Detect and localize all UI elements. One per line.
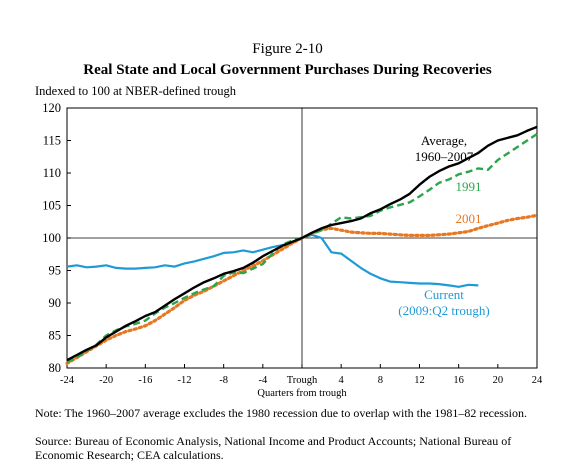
y-tick-label: 85: [49, 329, 62, 343]
series-line-1991: [66, 132, 538, 364]
y-tick-label: 95: [49, 264, 62, 278]
x-tick-label: -20: [99, 375, 113, 386]
line-chart: 80 85 90 95 100 105 110 115 120 -24 -20 -16 -12 -8 -4 T…: [42, 101, 543, 399]
series-label: 1991: [455, 179, 481, 194]
series-line-current: [66, 233, 479, 288]
x-tick-label: 16: [453, 375, 464, 386]
y-tick-label: 90: [49, 296, 62, 310]
y-tick-label: 110: [43, 166, 61, 180]
series-label: 2001: [455, 211, 481, 226]
x-tick-label: 4: [339, 375, 345, 386]
chart-source: Source: Bureau of Economic Analysis, Nat…: [35, 434, 512, 462]
figure-label: Figure 2-10: [252, 41, 323, 57]
x-tick-label: -24: [60, 375, 75, 386]
x-tick-label: 12: [414, 375, 425, 386]
chart-note: Note: The 1960–2007 average excludes the…: [35, 406, 527, 420]
series-label: (2009:Q2 trough): [398, 303, 489, 318]
x-tick-label: -4: [258, 375, 267, 386]
y-tick-label: 120: [42, 101, 61, 115]
y-tick-label: 115: [43, 134, 61, 148]
x-tick-label: 20: [493, 375, 504, 386]
chart-title: Real State and Local Government Purchase…: [83, 62, 492, 78]
x-tick-label: -16: [138, 375, 152, 386]
series-line-average: [66, 125, 538, 362]
x-tick-label: 24: [532, 375, 543, 386]
y-tick-label: 100: [42, 231, 61, 245]
series-label: 1960–2007: [415, 149, 474, 164]
x-tick-label: -12: [178, 375, 192, 386]
series-label: Average,: [421, 133, 467, 148]
x-tick-label: -8: [219, 375, 228, 386]
y-tick-label: 80: [49, 361, 62, 375]
x-axis-label: Quarters from trough: [257, 388, 347, 399]
y-tick-label: 105: [42, 199, 61, 213]
series-label: Current: [424, 287, 464, 302]
x-tick-label: Trough: [287, 375, 318, 386]
chart-subtitle: Indexed to 100 at NBER-defined trough: [35, 84, 236, 98]
x-tick-label: 8: [378, 375, 383, 386]
